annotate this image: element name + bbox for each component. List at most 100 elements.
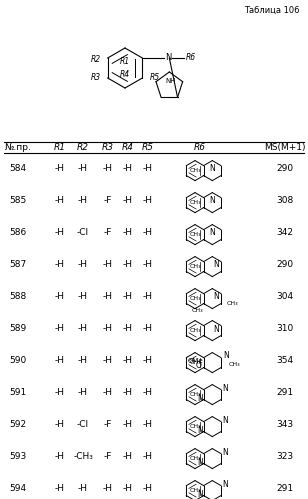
Text: CH₃: CH₃ xyxy=(227,301,239,306)
Text: -H: -H xyxy=(55,260,65,269)
Text: -F: -F xyxy=(104,196,112,205)
Text: N: N xyxy=(165,52,172,61)
Text: -H: -H xyxy=(123,292,133,301)
Text: -F: -F xyxy=(104,228,112,237)
Text: -H: -H xyxy=(55,228,65,237)
Text: -H: -H xyxy=(55,164,65,173)
Text: 343: 343 xyxy=(277,420,294,429)
Text: -H: -H xyxy=(143,452,153,461)
Text: N: N xyxy=(222,384,228,393)
Text: -H: -H xyxy=(55,196,65,205)
Text: CH₃: CH₃ xyxy=(189,392,201,397)
Text: 587: 587 xyxy=(9,260,26,269)
Text: -H: -H xyxy=(123,388,133,397)
Text: -H: -H xyxy=(78,356,88,365)
Text: N: N xyxy=(213,259,219,268)
Text: R1: R1 xyxy=(120,57,130,66)
Text: -H: -H xyxy=(123,196,133,205)
Text: N: N xyxy=(209,164,215,173)
Text: -H: -H xyxy=(55,388,65,397)
Text: -H: -H xyxy=(143,356,153,365)
Text: -H: -H xyxy=(55,356,65,365)
Text: O: O xyxy=(196,361,202,370)
Text: CH₃: CH₃ xyxy=(189,168,201,173)
Text: -H: -H xyxy=(143,228,153,237)
Text: CH₃: CH₃ xyxy=(189,295,201,300)
Text: CH₃: CH₃ xyxy=(189,328,201,333)
Text: -F: -F xyxy=(104,452,112,461)
Text: -CH₃: -CH₃ xyxy=(73,452,93,461)
Text: N: N xyxy=(197,490,203,499)
Text: N: N xyxy=(222,480,228,489)
Text: R5: R5 xyxy=(142,143,154,152)
Text: N: N xyxy=(222,416,228,425)
Text: -H: -H xyxy=(143,484,153,493)
Text: 304: 304 xyxy=(277,292,294,301)
Text: 593: 593 xyxy=(9,452,26,461)
Text: N: N xyxy=(197,426,203,435)
Text: R6: R6 xyxy=(194,143,206,152)
Text: 592: 592 xyxy=(10,420,26,429)
Text: -H: -H xyxy=(55,452,65,461)
Text: -H: -H xyxy=(123,420,133,429)
Text: NH: NH xyxy=(165,78,176,84)
Text: N: N xyxy=(213,325,219,334)
Text: -H: -H xyxy=(123,228,133,237)
Text: 589: 589 xyxy=(9,324,26,333)
Text: R1: R1 xyxy=(54,143,66,152)
Text: -H: -H xyxy=(103,356,113,365)
Text: R3: R3 xyxy=(102,143,114,152)
Text: 290: 290 xyxy=(277,260,294,269)
Text: R2: R2 xyxy=(77,143,89,152)
Text: 590: 590 xyxy=(9,356,26,365)
Text: R5: R5 xyxy=(149,72,160,81)
Text: N: N xyxy=(209,196,215,205)
Text: -H: -H xyxy=(78,324,88,333)
Text: -H: -H xyxy=(103,484,113,493)
Text: CH₃: CH₃ xyxy=(191,307,203,312)
Text: -H: -H xyxy=(103,324,113,333)
Text: N: N xyxy=(209,228,215,237)
Text: -H: -H xyxy=(123,356,133,365)
Text: -H: -H xyxy=(78,484,88,493)
Text: R4: R4 xyxy=(120,70,130,79)
Text: -F: -F xyxy=(104,420,112,429)
Text: -H: -H xyxy=(78,196,88,205)
Text: 354: 354 xyxy=(277,356,294,365)
Text: 594: 594 xyxy=(10,484,26,493)
Text: -H: -H xyxy=(55,324,65,333)
Text: 585: 585 xyxy=(9,196,26,205)
Text: CH₃: CH₃ xyxy=(189,232,201,237)
Text: N: N xyxy=(197,394,203,403)
Text: MS(M+1): MS(M+1) xyxy=(264,143,306,152)
Text: 291: 291 xyxy=(277,388,294,397)
Text: 342: 342 xyxy=(277,228,294,237)
Text: 586: 586 xyxy=(9,228,26,237)
Text: -H: -H xyxy=(78,388,88,397)
Text: CH₃: CH₃ xyxy=(189,200,201,205)
Text: -H: -H xyxy=(143,388,153,397)
Text: -H: -H xyxy=(143,260,153,269)
Text: №.пр.: №.пр. xyxy=(5,143,31,152)
Text: -H: -H xyxy=(103,260,113,269)
Text: CH₃: CH₃ xyxy=(189,456,201,461)
Text: N: N xyxy=(197,458,203,467)
Text: -H: -H xyxy=(103,292,113,301)
Text: -Cl: -Cl xyxy=(77,420,89,429)
Text: 323: 323 xyxy=(277,452,294,461)
Text: CH₃: CH₃ xyxy=(229,362,241,367)
Text: N: N xyxy=(213,291,219,300)
Text: -H: -H xyxy=(103,164,113,173)
Text: 308: 308 xyxy=(276,196,294,205)
Text: -H: -H xyxy=(55,292,65,301)
Text: -H: -H xyxy=(123,484,133,493)
Text: R6: R6 xyxy=(185,52,196,61)
Text: 310: 310 xyxy=(276,324,294,333)
Text: CH₃: CH₃ xyxy=(189,263,201,268)
Text: R3: R3 xyxy=(91,72,101,81)
Text: 584: 584 xyxy=(10,164,26,173)
Text: -H: -H xyxy=(143,420,153,429)
Text: -H: -H xyxy=(123,164,133,173)
Text: -H: -H xyxy=(143,292,153,301)
Text: CH₃: CH₃ xyxy=(189,424,201,429)
